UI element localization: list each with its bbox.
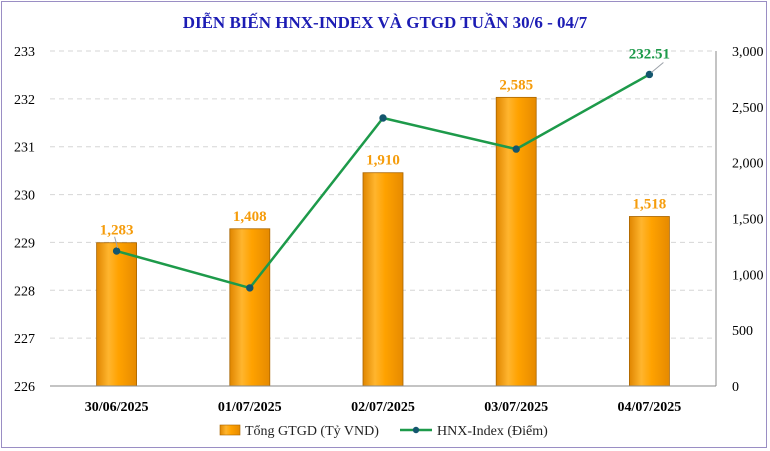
y-left-tick-label: 227 <box>14 332 35 347</box>
legend-bar-swatch <box>219 424 241 436</box>
bar-value-label: 1,518 <box>633 196 667 212</box>
index-point <box>112 247 121 255</box>
index-point <box>379 114 387 122</box>
leader-line <box>651 62 664 73</box>
legend-line-label: HNX-Index (Điểm) <box>437 424 548 439</box>
y-left-tick-label: 228 <box>14 284 35 299</box>
y-right-tick-label: 0 <box>732 380 739 395</box>
index-point <box>645 70 654 79</box>
bar-value-label: 2,585 <box>499 77 533 93</box>
bar-value-label: 1,283 <box>100 223 134 239</box>
y-left-tick-label: 226 <box>14 380 35 395</box>
y-left-tick-label: 229 <box>14 236 35 251</box>
legend-bar-label: Tổng GTGD (Tỷ VND) <box>245 424 379 439</box>
x-category-label: 30/06/2025 <box>85 400 149 415</box>
y-right-tick-label: 2,000 <box>732 157 764 172</box>
x-category-label: 03/07/2025 <box>484 400 548 415</box>
bar-value-label: 1,408 <box>233 209 267 225</box>
y-left-tick-label: 230 <box>14 189 35 204</box>
x-category-label: 04/07/2025 <box>618 400 682 415</box>
leader-line <box>114 236 119 249</box>
x-category-label: 01/07/2025 <box>218 400 282 415</box>
chart-title: DIỄN BIẾN HNX-INDEX VÀ GTGD TUẦN 30/6 - … <box>183 13 588 32</box>
legend-line-marker <box>412 426 420 434</box>
bar <box>629 216 670 387</box>
y-left-tick-label: 233 <box>14 45 35 60</box>
data-labels: 1,283 1,408 1,910 2,585 1,518 232.51 <box>100 46 670 249</box>
y-right-tick-label: 2,500 <box>732 101 764 116</box>
y-right-tick-label: 3,000 <box>732 45 764 60</box>
y-right-tick-label: 1,500 <box>732 213 764 228</box>
x-category-label: 02/07/2025 <box>351 400 415 415</box>
index-point <box>246 284 254 292</box>
y-right-tick-label: 500 <box>732 324 753 339</box>
bar-value-label: 1,910 <box>366 153 400 169</box>
y-left-tick-label: 232 <box>14 93 35 108</box>
index-point <box>512 145 520 153</box>
bars <box>96 96 670 387</box>
bar <box>96 242 137 387</box>
bar <box>362 172 404 387</box>
index-line <box>112 70 654 292</box>
y-right-tick-label: 1,000 <box>732 268 764 283</box>
axes: 226 227 228 229 230 231 232 233 0 500 1,000 1,500 2,… <box>14 45 764 415</box>
bar <box>229 228 271 387</box>
legend: Tổng GTGD (Tỷ VND) HNX-Index (Điểm) <box>219 424 548 439</box>
y-left-tick-label: 231 <box>14 141 35 156</box>
index-value-label: 232.51 <box>629 46 670 62</box>
